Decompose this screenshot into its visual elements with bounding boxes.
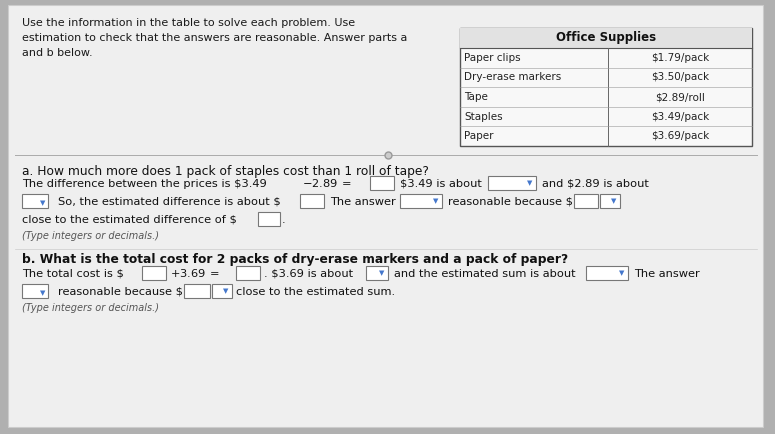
Text: close to the estimated difference of $: close to the estimated difference of $ xyxy=(22,215,237,225)
Text: ▼: ▼ xyxy=(527,180,532,186)
Text: Tape: Tape xyxy=(464,92,488,102)
Bar xyxy=(460,28,752,48)
Text: So, the estimated difference is about $: So, the estimated difference is about $ xyxy=(58,197,281,207)
Text: ▼: ▼ xyxy=(433,198,439,204)
Text: Office Supplies: Office Supplies xyxy=(556,32,656,45)
Bar xyxy=(366,266,388,280)
Bar xyxy=(488,176,536,190)
Text: $3.50/pack: $3.50/pack xyxy=(651,72,709,82)
FancyBboxPatch shape xyxy=(8,5,763,427)
Text: $3.49/pack: $3.49/pack xyxy=(651,112,709,122)
Text: ▼: ▼ xyxy=(223,288,229,294)
Bar xyxy=(236,266,260,280)
Text: (Type integers or decimals.): (Type integers or decimals.) xyxy=(22,231,159,241)
Text: ▼: ▼ xyxy=(619,270,625,276)
Bar xyxy=(22,194,48,208)
Text: reasonable because $: reasonable because $ xyxy=(448,197,573,207)
Text: . $3.69 is about: . $3.69 is about xyxy=(264,269,353,279)
Text: ▼: ▼ xyxy=(611,198,617,204)
Text: and the estimated sum is about: and the estimated sum is about xyxy=(394,269,576,279)
Bar xyxy=(258,212,280,226)
Text: $1.79/pack: $1.79/pack xyxy=(651,53,709,63)
Text: $3.49 is about: $3.49 is about xyxy=(400,179,482,189)
Text: Staples: Staples xyxy=(464,112,503,122)
Text: ▼: ▼ xyxy=(379,270,384,276)
Text: The difference between the prices is $3.49: The difference between the prices is $3.… xyxy=(22,179,267,189)
Text: Use the information in the table to solve each problem. Use
estimation to check : Use the information in the table to solv… xyxy=(22,18,408,58)
Bar xyxy=(22,284,48,298)
Bar xyxy=(300,194,324,208)
Bar xyxy=(370,176,394,190)
Text: ▼: ▼ xyxy=(40,200,46,206)
Bar xyxy=(212,284,232,298)
Text: .: . xyxy=(282,215,286,225)
Text: close to the estimated sum.: close to the estimated sum. xyxy=(236,287,395,297)
Text: b. What is the total cost for 2 packs of dry-erase markers and a pack of paper?: b. What is the total cost for 2 packs of… xyxy=(22,253,568,266)
Text: Paper clips: Paper clips xyxy=(464,53,521,63)
Bar xyxy=(460,28,752,146)
Bar xyxy=(600,194,620,208)
Text: ▼: ▼ xyxy=(40,290,46,296)
Bar xyxy=(574,194,598,208)
Text: $3.69/pack: $3.69/pack xyxy=(651,131,709,141)
Text: reasonable because $: reasonable because $ xyxy=(58,287,183,297)
Text: The answer: The answer xyxy=(330,197,396,207)
Bar xyxy=(142,266,166,280)
Text: −$2.89 = $: −$2.89 = $ xyxy=(302,177,355,189)
Text: (Type integers or decimals.): (Type integers or decimals.) xyxy=(22,303,159,313)
Bar xyxy=(586,266,628,280)
Text: Paper: Paper xyxy=(464,131,494,141)
Text: Dry-erase markers: Dry-erase markers xyxy=(464,72,561,82)
Text: a. How much more does 1 pack of staples cost than 1 roll of tape?: a. How much more does 1 pack of staples … xyxy=(22,165,429,178)
Bar xyxy=(184,284,210,298)
Text: The answer: The answer xyxy=(634,269,700,279)
Text: and $2.89 is about: and $2.89 is about xyxy=(542,179,649,189)
Bar xyxy=(400,194,442,208)
Text: The total cost is $: The total cost is $ xyxy=(22,269,124,279)
Text: $2.89/roll: $2.89/roll xyxy=(655,92,705,102)
Text: +$3.69 = $: +$3.69 = $ xyxy=(170,267,223,279)
